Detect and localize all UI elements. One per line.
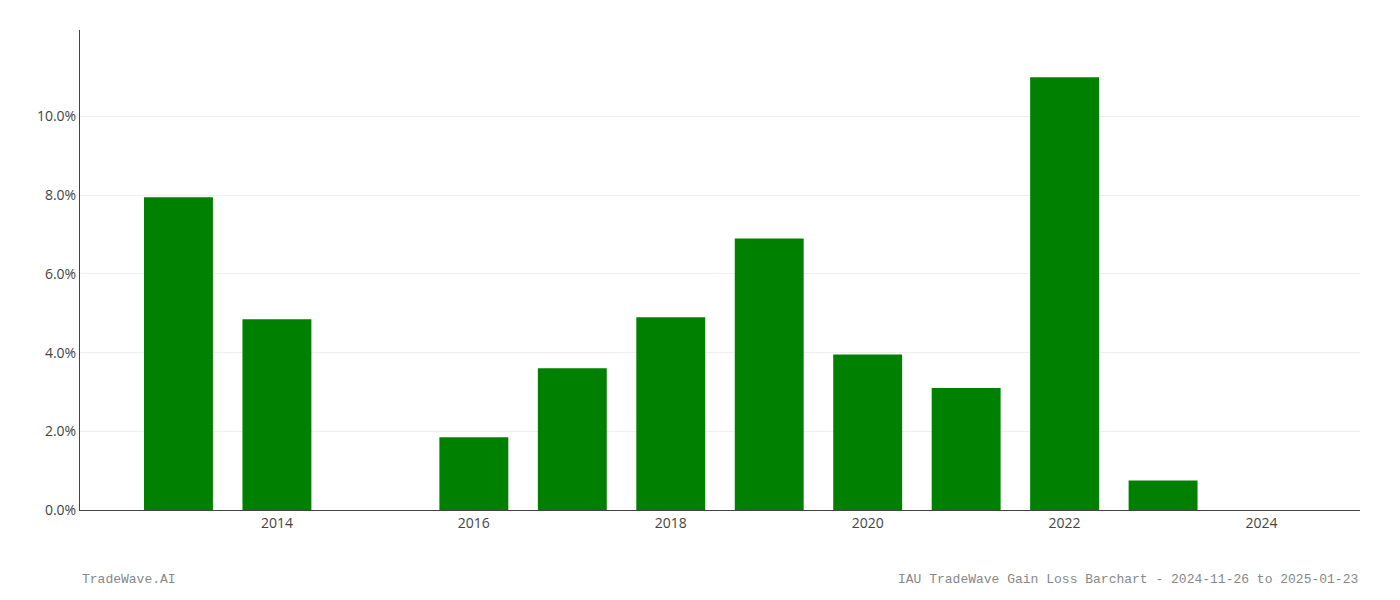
svg-text:IAU TradeWave Gain Loss Barcha: IAU TradeWave Gain Loss Barchart - 2024-… <box>898 572 1358 587</box>
svg-text:2016: 2016 <box>458 513 490 532</box>
svg-text:0.0%: 0.0% <box>45 500 76 519</box>
svg-text:8.0%: 8.0% <box>45 185 76 204</box>
svg-text:2.0%: 2.0% <box>45 421 76 440</box>
svg-text:2022: 2022 <box>1049 513 1081 532</box>
svg-text:2020: 2020 <box>852 513 884 532</box>
svg-text:2024: 2024 <box>1246 513 1278 532</box>
svg-text:6.0%: 6.0% <box>45 264 76 283</box>
svg-text:10.0%: 10.0% <box>37 106 76 125</box>
svg-text:TradeWave.AI: TradeWave.AI <box>82 572 176 587</box>
svg-text:2014: 2014 <box>261 513 293 532</box>
svg-text:2018: 2018 <box>655 513 687 532</box>
svg-text:4.0%: 4.0% <box>45 343 76 362</box>
